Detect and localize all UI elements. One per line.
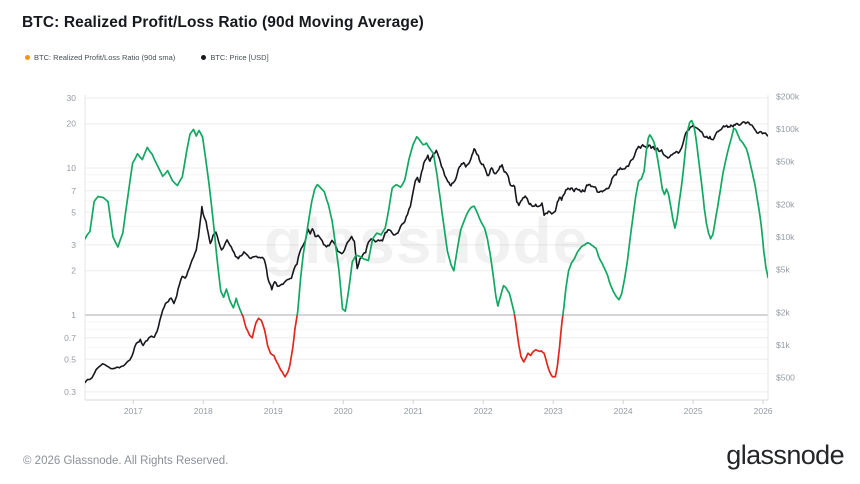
x-tick-label: 2020 [334,406,353,416]
ratio-legend-marker-icon [25,55,30,60]
x-tick-label: 2017 [124,406,143,416]
x-tick-label: 2022 [474,406,493,416]
glassnode-logo[interactable]: glassnode [726,440,844,470]
y-right-tick-label: $2k [776,307,790,317]
y-left-tick-label: 2 [71,266,76,276]
watermark-logo-text: glassnode [264,205,590,277]
y-left-tick-label: 0.3 [64,387,76,397]
ratio-line-segment-above-1[interactable] [85,128,244,316]
ratio-line-segment-above-1[interactable] [296,135,516,316]
y-left-tick-label: 0.5 [64,354,76,364]
y-right-tick-label: $1k [776,340,790,350]
y-left-tick-label: 10 [67,163,77,173]
copyright-text: © 2026 Glassnode. All Rights Reserved. [23,455,229,467]
x-tick-label: 2026 [754,406,773,416]
x-tick-label: 2021 [404,406,423,416]
price-legend-label: BTC: Price [USD] [210,53,269,62]
x-tick-label: 2025 [684,406,703,416]
x-tick-label: 2024 [614,406,633,416]
price-legend-marker-icon [201,55,207,60]
ratio-legend-label: BTC: Realized Profit/Loss Ratio (90d sma… [34,53,176,62]
y-left-tick-label: 5 [71,207,76,217]
ratio-line-segment-below-1[interactable] [241,314,299,378]
legend: BTC: Realized Profit/Loss Ratio (90d sma… [25,53,269,62]
y-left-tick-label: 30 [67,93,77,103]
page-title: BTC: Realized Profit/Loss Ratio (90d Mov… [22,14,424,31]
y-right-tick-label: $200k [776,91,800,101]
ratio-line-segment-below-1[interactable] [513,314,564,378]
legend-item-ratio[interactable]: BTC: Realized Profit/Loss Ratio (90d sma… [25,53,175,62]
y-right-tick-label: $10k [776,232,795,242]
x-tick-label: 2018 [194,406,213,416]
y-right-tick-label: $5k [776,265,790,275]
x-tick-label: 2023 [544,406,563,416]
y-left-tick-label: 3 [71,240,76,250]
y-left-tick-label: 20 [67,119,77,129]
y-left-tick-label: 0.7 [64,333,76,343]
legend-item-price[interactable]: BTC: Price [USD] [201,53,269,62]
y-left-tick-label: 1 [71,310,76,320]
y-right-tick-label: $50k [776,157,795,167]
x-tick-label: 2019 [264,406,283,416]
y-right-tick-label: $500 [776,373,795,383]
price-line-series[interactable] [85,121,768,384]
y-left-tick-label: 7 [71,186,76,196]
ratio-line-segment-above-1[interactable] [562,119,768,316]
y-right-tick-label: $20k [776,199,795,209]
y-right-tick-label: $100k [776,124,800,134]
